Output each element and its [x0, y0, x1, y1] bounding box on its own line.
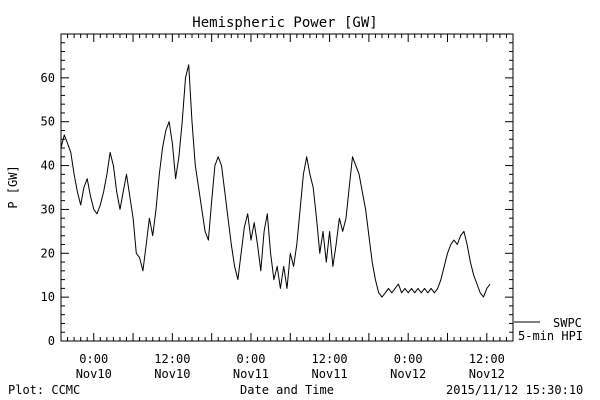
x-tick-label-date: Nov10 — [76, 367, 112, 381]
x-tick-label-date: Nov11 — [233, 367, 269, 381]
y-axis-label: P [GW] — [6, 165, 20, 208]
x-tick-label-date: Nov12 — [390, 367, 426, 381]
x-axis-label: Date and Time — [240, 383, 334, 397]
y-tick-label: 50 — [41, 115, 55, 129]
y-tick-label: 60 — [41, 71, 55, 85]
axes — [60, 33, 514, 342]
y-tick-label: 30 — [41, 202, 55, 216]
y-tick-label: 0 — [48, 334, 55, 348]
x-tick-label-date: Nov10 — [154, 367, 190, 381]
chart-title: Hemispheric Power [GW] — [192, 15, 377, 31]
series — [60, 64, 491, 298]
y-tick-label: 40 — [41, 159, 55, 173]
x-tick-label-date: Nov12 — [469, 367, 505, 381]
legend-label-5min-hpi: 5-min HPI — [518, 329, 583, 343]
x-tick-label-time: 12:00 — [469, 352, 505, 366]
plot-frame — [60, 33, 514, 342]
plot-credit: Plot: CCMC — [8, 383, 80, 397]
x-tick-label-time: 12:00 — [154, 352, 190, 366]
axis-ticks: 01020304050600:00Nov1012:00Nov100:00Nov1… — [41, 33, 514, 381]
y-tick-label: 20 — [41, 246, 55, 260]
x-tick-label-time: 0:00 — [394, 352, 423, 366]
x-tick-label-date: Nov11 — [312, 367, 348, 381]
plot-timestamp: 2015/11/12 15:30:10 — [446, 383, 583, 397]
x-tick-label-time: 0:00 — [79, 352, 108, 366]
x-tick-label-time: 12:00 — [312, 352, 348, 366]
legend-label-swpc: SWPC — [553, 316, 582, 330]
series-line-hpi — [60, 64, 491, 298]
y-tick-label: 10 — [41, 290, 55, 304]
x-tick-label-time: 0:00 — [237, 352, 266, 366]
